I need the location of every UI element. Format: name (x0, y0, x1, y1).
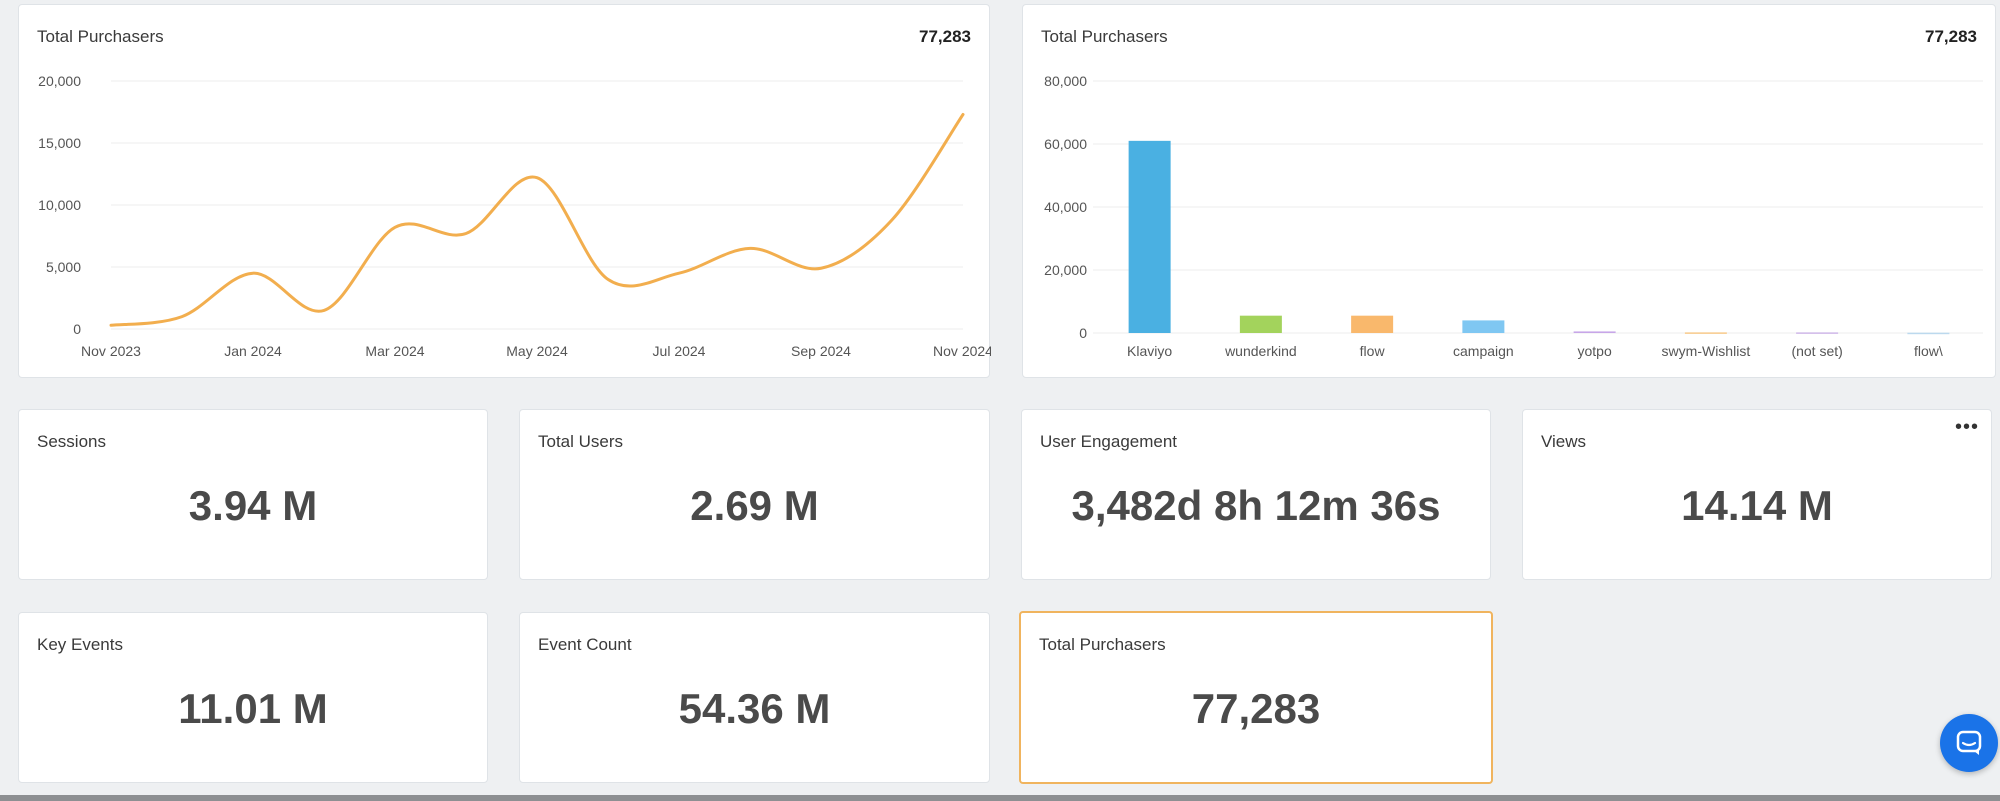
x-tick-label: flow\ (1914, 343, 1943, 359)
metric-value: 11.01 M (178, 685, 328, 732)
bar (1128, 140, 1171, 333)
card-title: Sessions (37, 432, 106, 451)
x-tick-label: Sep 2024 (791, 343, 851, 359)
y-tick-label: 80,000 (1044, 73, 1087, 89)
sessions-card[interactable]: Sessions 3.94 M (18, 409, 488, 580)
y-tick-label: 40,000 (1044, 199, 1087, 215)
card-total: 77,283 (1925, 27, 1977, 46)
y-tick-label: 10,000 (38, 197, 81, 213)
event-count-card[interactable]: Event Count 54.36 M (519, 612, 990, 783)
series-line (109, 112, 965, 327)
card-title: Total Purchasers (37, 27, 164, 46)
line-chart-card: Total Purchasers 77,283 0 5,000 10,000 15,0… (18, 4, 991, 378)
x-tick-label: Nov 2023 (81, 343, 141, 359)
bar (1462, 320, 1505, 333)
x-tick-label: swym-Wishlist (1662, 343, 1751, 359)
chat-launcher-button[interactable] (1940, 714, 1998, 772)
x-tick-label: yotpo (1578, 343, 1612, 359)
bar (1239, 315, 1282, 333)
card-title: Views (1541, 432, 1587, 451)
card-title: Key Events (37, 635, 123, 654)
chat-icon (1956, 730, 1982, 755)
bar (1684, 332, 1727, 334)
x-tick-label: campaign (1453, 343, 1514, 359)
metric-value: 54.36 M (678, 685, 831, 732)
card-title: Total Users (538, 432, 624, 451)
metric-value: 2.69 M (690, 482, 819, 529)
y-tick-label: 20,000 (38, 73, 81, 89)
y-tick-label: 15,000 (38, 135, 81, 151)
total-purchasers-card[interactable]: Total Purchasers 77,283 (1019, 611, 1493, 784)
card-total: 77,283 (919, 27, 971, 46)
bar (1351, 315, 1394, 333)
card-title: Total Purchasers (1041, 27, 1168, 46)
x-tick-label: Klaviyo (1127, 343, 1172, 359)
y-tick-label: 0 (73, 321, 81, 337)
x-tick-label: wunderkind (1224, 343, 1297, 359)
x-tick-label: (not set) (1791, 343, 1842, 359)
bar (1907, 332, 1950, 335)
card-title: Event Count (538, 635, 632, 654)
y-tick-label: 5,000 (46, 259, 81, 275)
bottom-scrollbar (0, 795, 2000, 801)
x-tick-label: flow (1360, 343, 1386, 359)
x-tick-label: Jul 2024 (653, 343, 706, 359)
y-tick-label: 0 (1079, 325, 1087, 341)
line-chart: 0 5,000 10,000 15,000 20,000 Nov 2023 Jan 2024… (38, 73, 991, 359)
metric-value: 3.94 M (188, 482, 318, 529)
total-users-card[interactable]: Total Users 2.69 M (519, 409, 990, 580)
y-tick-label: 60,000 (1044, 136, 1087, 152)
card-title: Total Purchasers (1039, 635, 1166, 654)
metric-value: 77,283 (1191, 685, 1321, 732)
x-tick-label: May 2024 (506, 343, 568, 359)
metric-value: 3,482d 8h 12m 36s (1071, 482, 1441, 529)
user-engagement-card[interactable]: User Engagement 3,482d 8h 12m 36s (1021, 409, 1491, 580)
bar (1796, 332, 1839, 334)
metric-value: 14.14 M (1681, 482, 1833, 529)
bar (1573, 331, 1616, 333)
bar-chart-card: Total Purchasers 77,283 0 20,000 40,000 60,… (1022, 4, 1996, 378)
x-tick-label: Mar 2024 (365, 343, 424, 359)
bar-chart: 0 20,000 40,000 60,000 80,000 Klaviyo wunderki… (1044, 73, 1983, 359)
x-tick-label: Jan 2024 (224, 343, 282, 359)
y-tick-label: 20,000 (1044, 262, 1087, 278)
card-title: User Engagement (1040, 432, 1178, 451)
more-horizontal-icon[interactable]: ••• (1954, 416, 1979, 438)
views-card[interactable]: Views ••• 14.14 M (1522, 409, 1992, 580)
x-tick-label: Nov 2024 (933, 343, 991, 359)
key-events-card[interactable]: Key Events 11.01 M (18, 612, 488, 783)
